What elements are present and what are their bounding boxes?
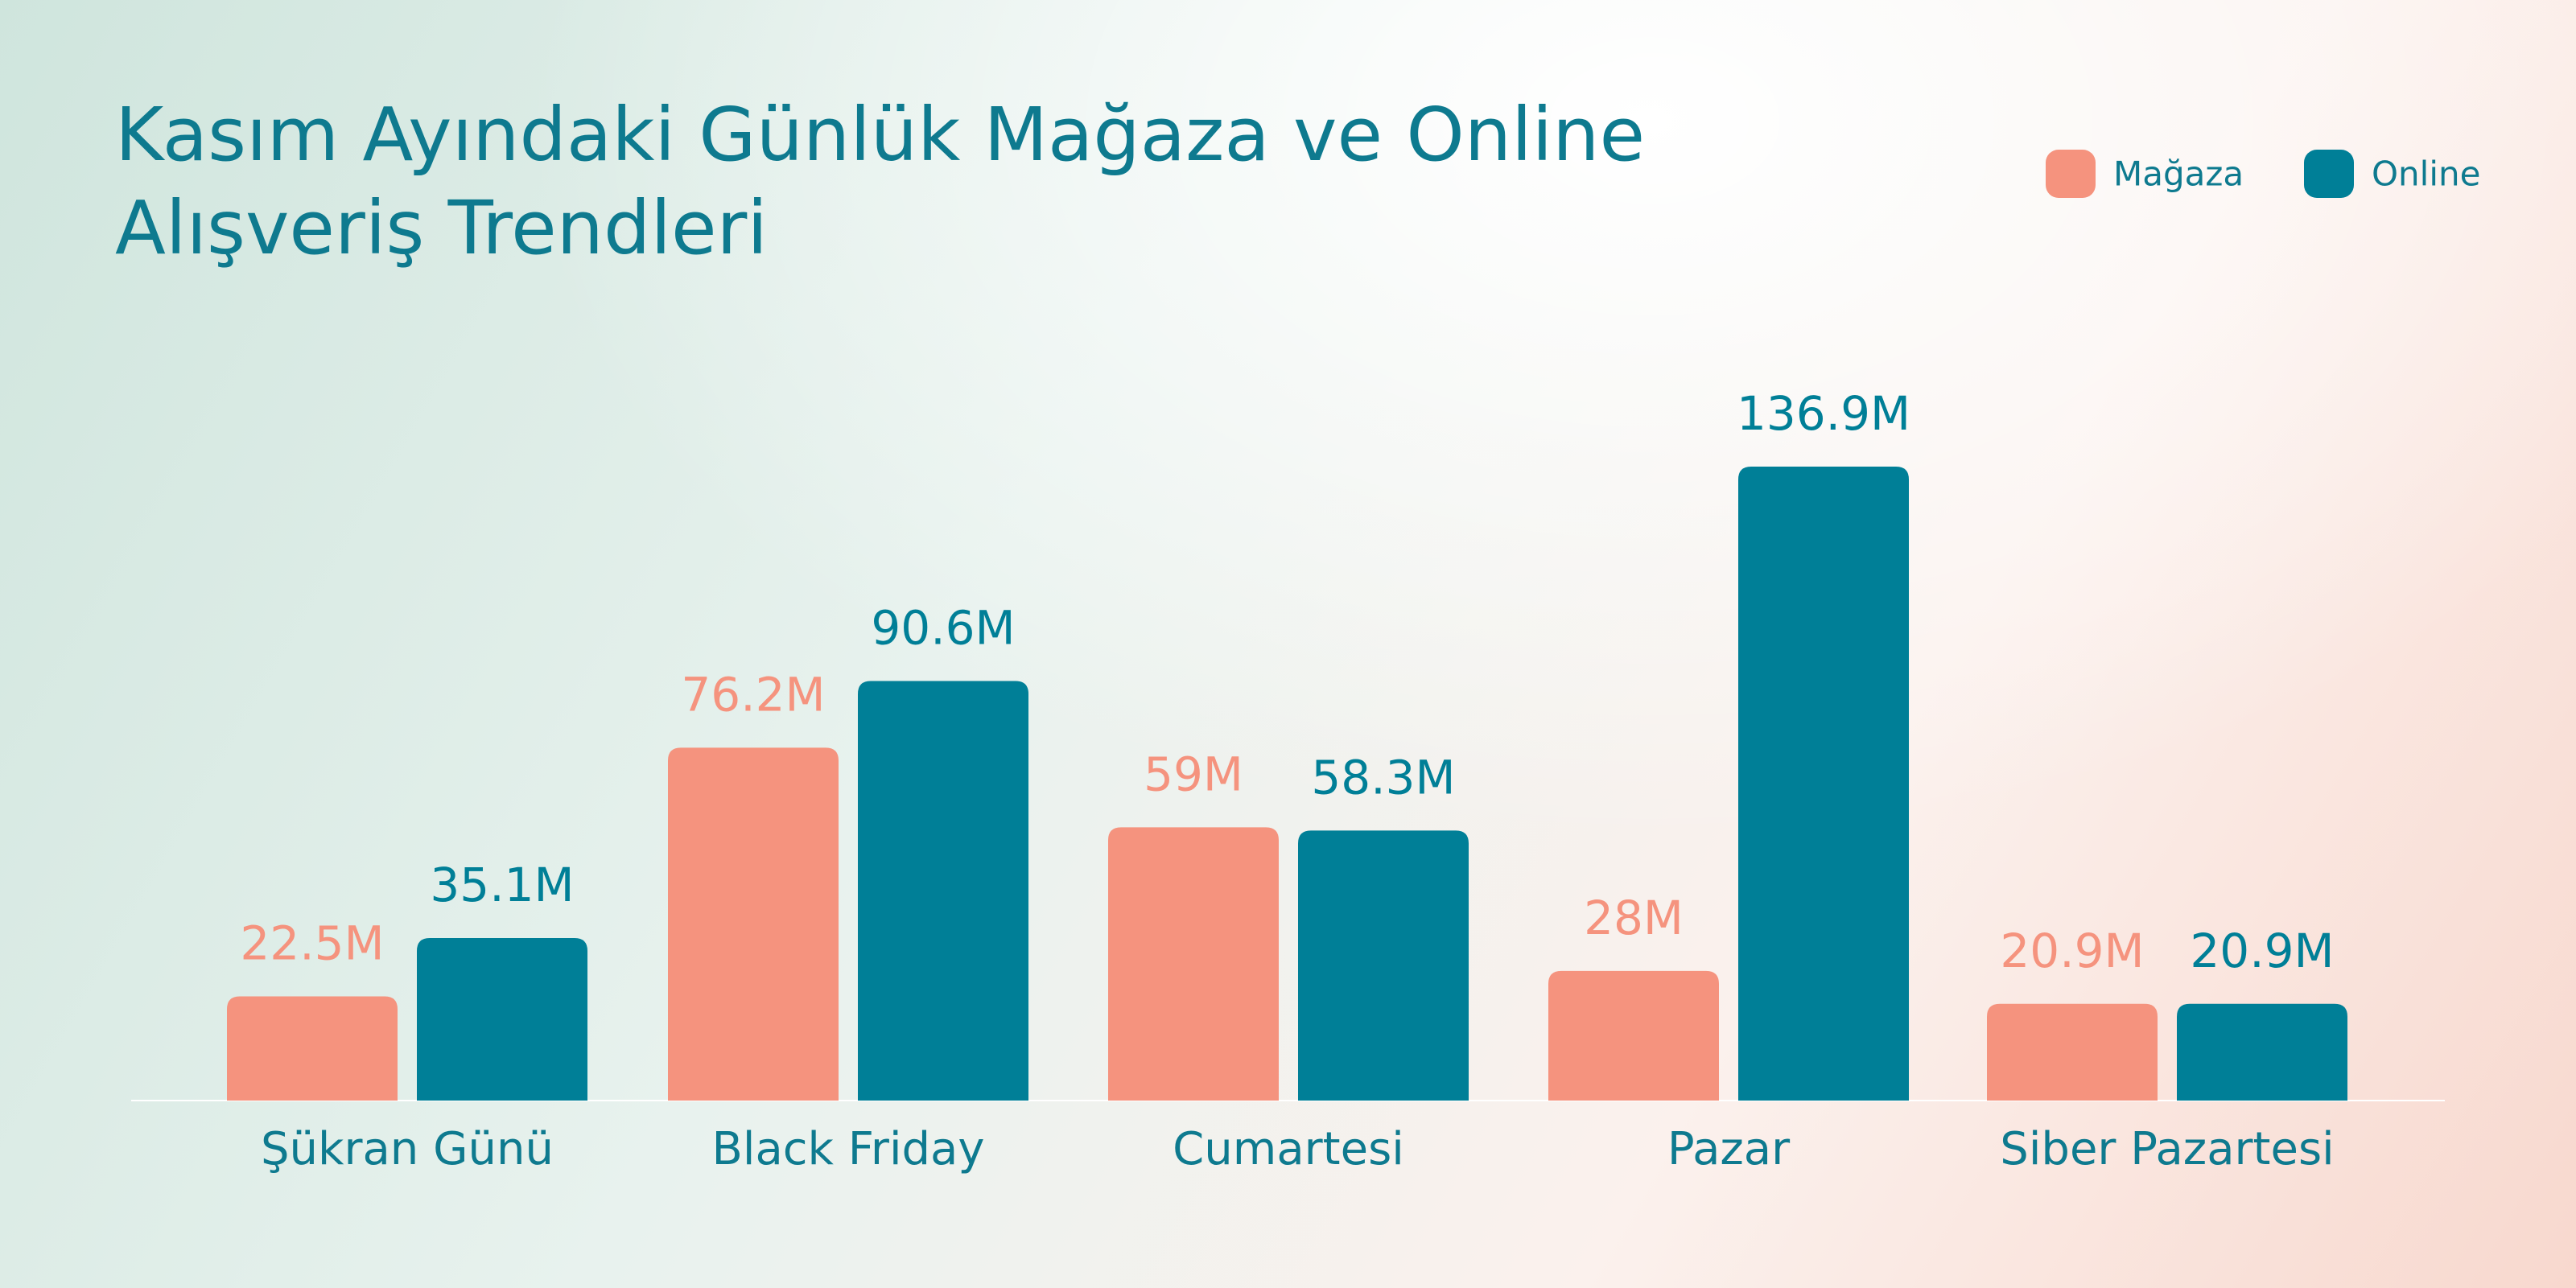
chart-title: Kasım Ayındaki Günlük Mağaza ve Online A… <box>115 92 1646 271</box>
data-label: 22.5M <box>240 916 384 971</box>
bar <box>1108 827 1279 1101</box>
data-label: 58.3M <box>1311 751 1455 805</box>
legend-label: Online <box>2372 154 2480 194</box>
x-tick-label: Şükran Günü <box>261 1123 554 1175</box>
data-label: 20.9M <box>2000 924 2144 978</box>
bar <box>1298 830 1469 1101</box>
data-label: 59M <box>1144 747 1243 802</box>
x-tick-label: Pazar <box>1667 1123 1791 1175</box>
data-label: 90.6M <box>871 601 1015 656</box>
legend-swatch <box>2046 150 2096 198</box>
bar <box>668 747 839 1101</box>
data-label: 20.9M <box>2190 924 2334 978</box>
data-label: 136.9M <box>1737 386 1910 441</box>
legend-label: Mağaza <box>2113 154 2244 194</box>
data-label: 76.2M <box>681 668 825 722</box>
data-label: 35.1M <box>430 858 574 912</box>
bar <box>1548 970 1719 1101</box>
bar <box>1987 1003 2158 1101</box>
x-tick-label: Cumartesi <box>1173 1123 1404 1175</box>
bar <box>417 937 587 1101</box>
x-tick-label: Siber Pazartesi <box>2000 1123 2334 1175</box>
legend-swatch <box>2304 150 2354 198</box>
bar <box>1738 467 1909 1101</box>
data-label: 28M <box>1584 891 1684 945</box>
x-tick-label: Black Friday <box>711 1123 984 1175</box>
bar <box>2177 1003 2347 1101</box>
bar <box>858 681 1028 1101</box>
bar <box>227 996 398 1101</box>
